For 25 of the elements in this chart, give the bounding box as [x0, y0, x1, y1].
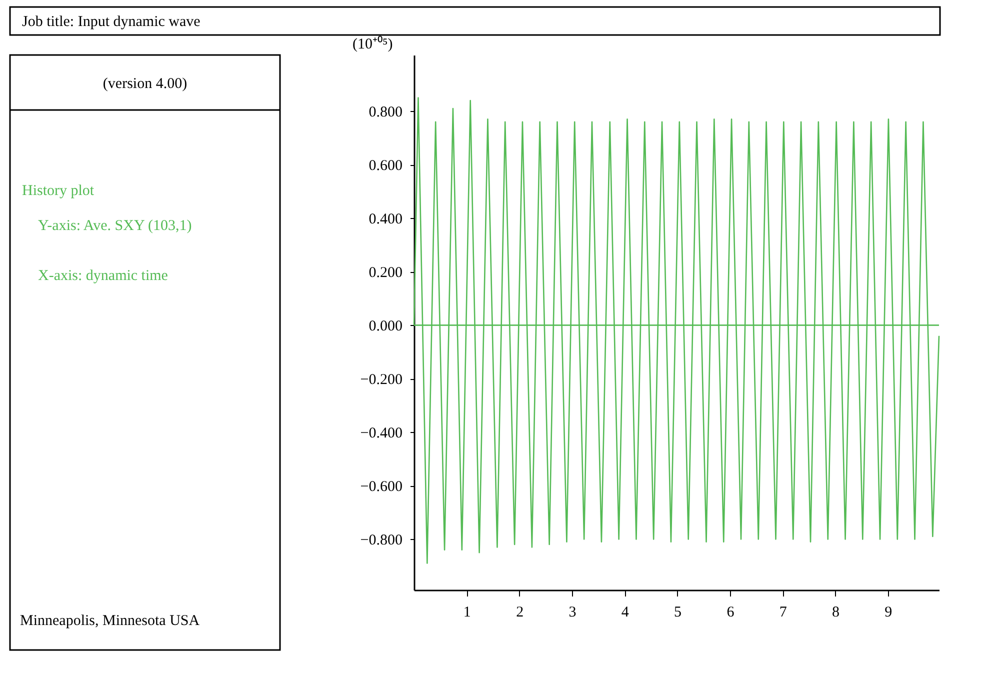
- text: (version 4.00): [102, 76, 188, 92]
- text: Job title: Input dynamic wave: [22, 14, 201, 30]
- text: History plot: [22, 183, 95, 199]
- y-tick-label: 0.200: [368, 265, 402, 282]
- x-tick-label: 4: [621, 604, 630, 620]
- y-tick-label: 0.000: [368, 318, 402, 335]
- x-tick-label: 3: [568, 604, 576, 620]
- text: X-axis: dynamic time: [38, 268, 168, 284]
- y-tick-label: −0.200: [360, 372, 402, 388]
- x-tick-label: 1: [463, 604, 471, 620]
- y-tick-label: 0.800: [368, 104, 402, 121]
- y-tick-label: −0.800: [360, 532, 402, 549]
- x-tick-label: 8: [832, 604, 840, 620]
- x-tick-label: 5: [674, 604, 682, 620]
- y-tick-label: −0.600: [360, 479, 402, 496]
- y-tick-label: −0.400: [360, 426, 402, 442]
- y-axis-title: (10⁺⁰⁵): [352, 36, 393, 52]
- text: Y-axis: Ave. SXY (103,1): [38, 218, 192, 234]
- y-tick-label: 0.400: [368, 212, 402, 228]
- x-tick-label: 2: [516, 604, 524, 620]
- x-tick-label: 9: [884, 604, 892, 620]
- x-tick-label: 7: [779, 604, 788, 620]
- text: Minneapolis, Minnesota USA: [20, 613, 200, 629]
- y-tick-label: 0.600: [368, 158, 402, 174]
- x-tick-label: 6: [726, 604, 735, 620]
